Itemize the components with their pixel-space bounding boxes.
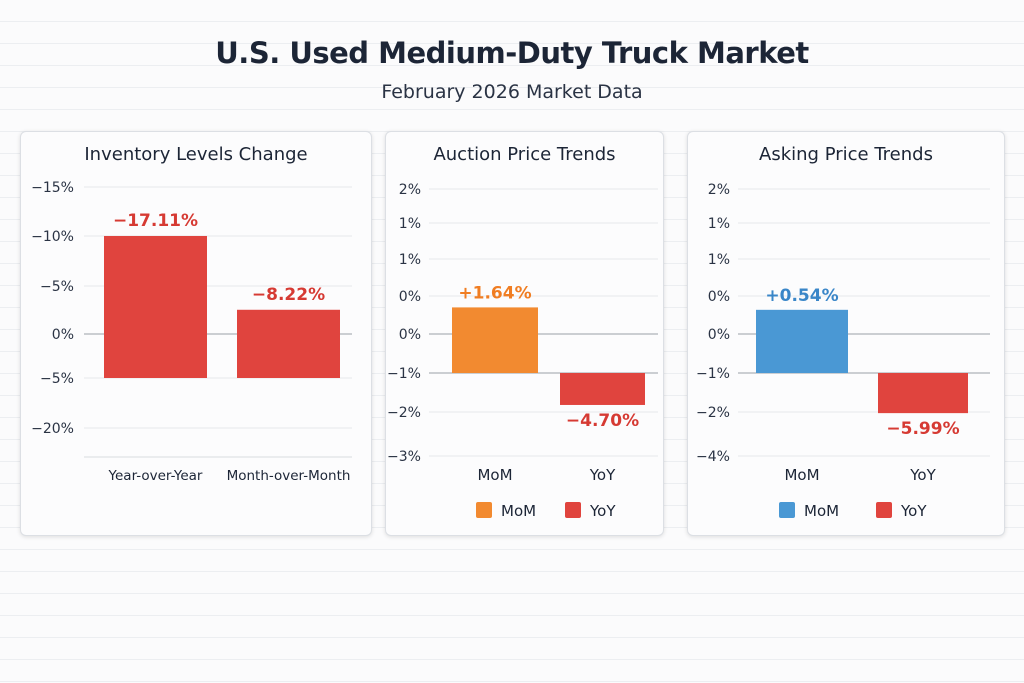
y-tick-label: 0% bbox=[708, 289, 730, 305]
legend-swatch bbox=[476, 502, 492, 518]
bar-mom bbox=[756, 309, 848, 373]
value-label: −4.70% bbox=[566, 411, 639, 431]
y-tick-label: −4% bbox=[696, 449, 730, 465]
category-label: YoY bbox=[589, 466, 616, 484]
y-tick-label: 0% bbox=[399, 289, 421, 305]
legend-label: MoM bbox=[804, 502, 839, 520]
legend-label: YoY bbox=[900, 502, 927, 520]
page-title: U.S. Used Medium-Duty Truck Market bbox=[215, 36, 809, 70]
y-tick-label: −3% bbox=[387, 449, 421, 465]
category-label: Month-over-Month bbox=[227, 468, 351, 484]
y-tick-label: −1% bbox=[696, 366, 730, 382]
legend-swatch bbox=[876, 502, 892, 518]
value-label: +0.54% bbox=[765, 286, 838, 306]
bar-yoy bbox=[878, 373, 968, 414]
y-tick-label: 0% bbox=[399, 327, 421, 343]
value-label: −17.11% bbox=[113, 211, 198, 231]
y-tick-label: 1% bbox=[399, 216, 421, 232]
inventory-chart-title: Inventory Levels Change bbox=[84, 144, 308, 165]
y-tick-label: −20% bbox=[31, 421, 74, 437]
y-tick-label: −15% bbox=[31, 180, 74, 196]
y-tick-label: −5% bbox=[40, 371, 74, 387]
y-tick-label: −10% bbox=[31, 229, 74, 245]
asking-chart-title: Asking Price Trends bbox=[759, 144, 933, 165]
legend-swatch bbox=[565, 502, 581, 518]
legend-label: MoM bbox=[501, 502, 536, 520]
bar-year-over-year bbox=[104, 235, 207, 378]
value-label: −8.22% bbox=[252, 285, 325, 305]
page-subtitle: February 2026 Market Data bbox=[381, 81, 643, 103]
y-tick-label: 0% bbox=[52, 327, 74, 343]
y-tick-label: −1% bbox=[387, 366, 421, 382]
category-label: MoM bbox=[477, 466, 512, 484]
bar-yoy bbox=[560, 373, 645, 405]
category-label: YoY bbox=[909, 466, 936, 484]
value-label: −5.99% bbox=[886, 419, 959, 439]
legend-label: YoY bbox=[589, 502, 616, 520]
value-label: +1.64% bbox=[458, 283, 531, 303]
category-label: MoM bbox=[784, 466, 819, 484]
y-tick-label: 0% bbox=[708, 327, 730, 343]
y-tick-label: −2% bbox=[696, 405, 730, 421]
category-label: Year-over-Year bbox=[108, 468, 203, 484]
auction-chart-title: Auction Price Trends bbox=[433, 144, 616, 165]
y-tick-label: 1% bbox=[399, 252, 421, 268]
y-tick-label: −2% bbox=[387, 405, 421, 421]
bar-mom bbox=[452, 307, 538, 373]
y-tick-label: 2% bbox=[399, 182, 421, 198]
bar-month-over-month bbox=[237, 309, 340, 378]
y-tick-label: 2% bbox=[708, 182, 730, 198]
legend-swatch bbox=[779, 502, 795, 518]
y-tick-label: 1% bbox=[708, 252, 730, 268]
y-tick-label: −5% bbox=[40, 279, 74, 295]
y-tick-label: 1% bbox=[708, 216, 730, 232]
